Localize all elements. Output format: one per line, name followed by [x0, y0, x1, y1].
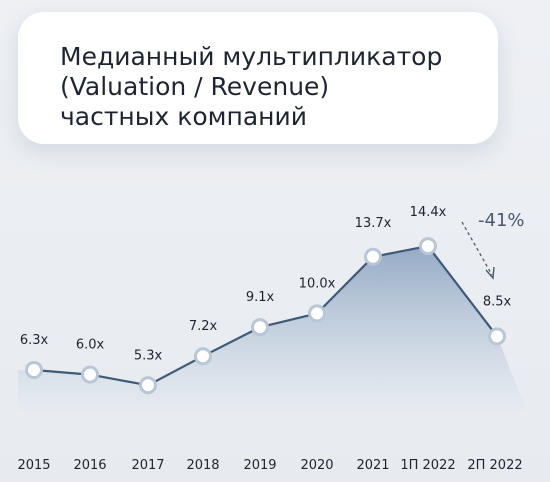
- x-tick-label: 1П 2022: [400, 458, 455, 473]
- change-label: -41%: [478, 210, 525, 231]
- x-tick-label: 2018: [186, 458, 219, 473]
- data-value-label: 13.7x: [355, 216, 392, 231]
- data-point-marker: [194, 347, 212, 366]
- title-card: Медианный мультипликатор (Valuation / Re…: [18, 12, 498, 144]
- data-value-label: 9.1x: [246, 290, 275, 305]
- value-labels: 6.3x 6.0x 5.3x 7.2x 9.1x 10.0x 13.7x 14.4x 8.5x: [20, 205, 512, 363]
- data-point-marker: [364, 247, 382, 266]
- x-tick-label: 2017: [131, 458, 164, 473]
- data-value-label: 10.0x: [299, 276, 336, 291]
- data-point-marker: [81, 365, 99, 384]
- data-point-marker: [25, 361, 43, 379]
- title-line-2: (Valuation / Revenue): [60, 72, 330, 101]
- data-value-label: 7.2x: [189, 319, 218, 334]
- change-arrow-line: [461, 221, 493, 276]
- x-tick-label: 2019: [243, 458, 276, 473]
- title-line-1: Медианный мультипликатор: [60, 42, 443, 71]
- data-point-marker: [419, 237, 437, 256]
- markers: [25, 237, 506, 395]
- data-value-label: 8.5x: [483, 294, 512, 309]
- arrow-down-icon: [485, 266, 495, 280]
- data-value-label: 6.0x: [76, 338, 105, 353]
- area-fill: [18, 246, 527, 412]
- data-value-label: 6.3x: [20, 333, 49, 348]
- chart-title: Медианный мультипликатор (Valuation / Re…: [60, 42, 500, 132]
- data-value-label: 14.4x: [410, 205, 447, 220]
- data-point-marker: [251, 318, 269, 337]
- x-axis-labels: 2015 2016 2017 2018 2019 2020 2021 1П 2022 2П 20…: [17, 458, 522, 473]
- x-tick-label: 2П 2022: [467, 458, 522, 473]
- data-point-marker: [488, 327, 506, 346]
- data-value-label: 5.3x: [134, 348, 163, 363]
- data-point-marker: [308, 304, 326, 323]
- x-tick-label: 2021: [356, 458, 389, 473]
- change-annotation: -41%: [461, 210, 525, 280]
- x-tick-label: 2016: [73, 458, 106, 473]
- data-point-marker: [139, 376, 157, 395]
- title-line-3: частных компаний: [60, 102, 307, 131]
- x-tick-label: 2020: [300, 458, 333, 473]
- x-tick-label: 2015: [17, 458, 50, 473]
